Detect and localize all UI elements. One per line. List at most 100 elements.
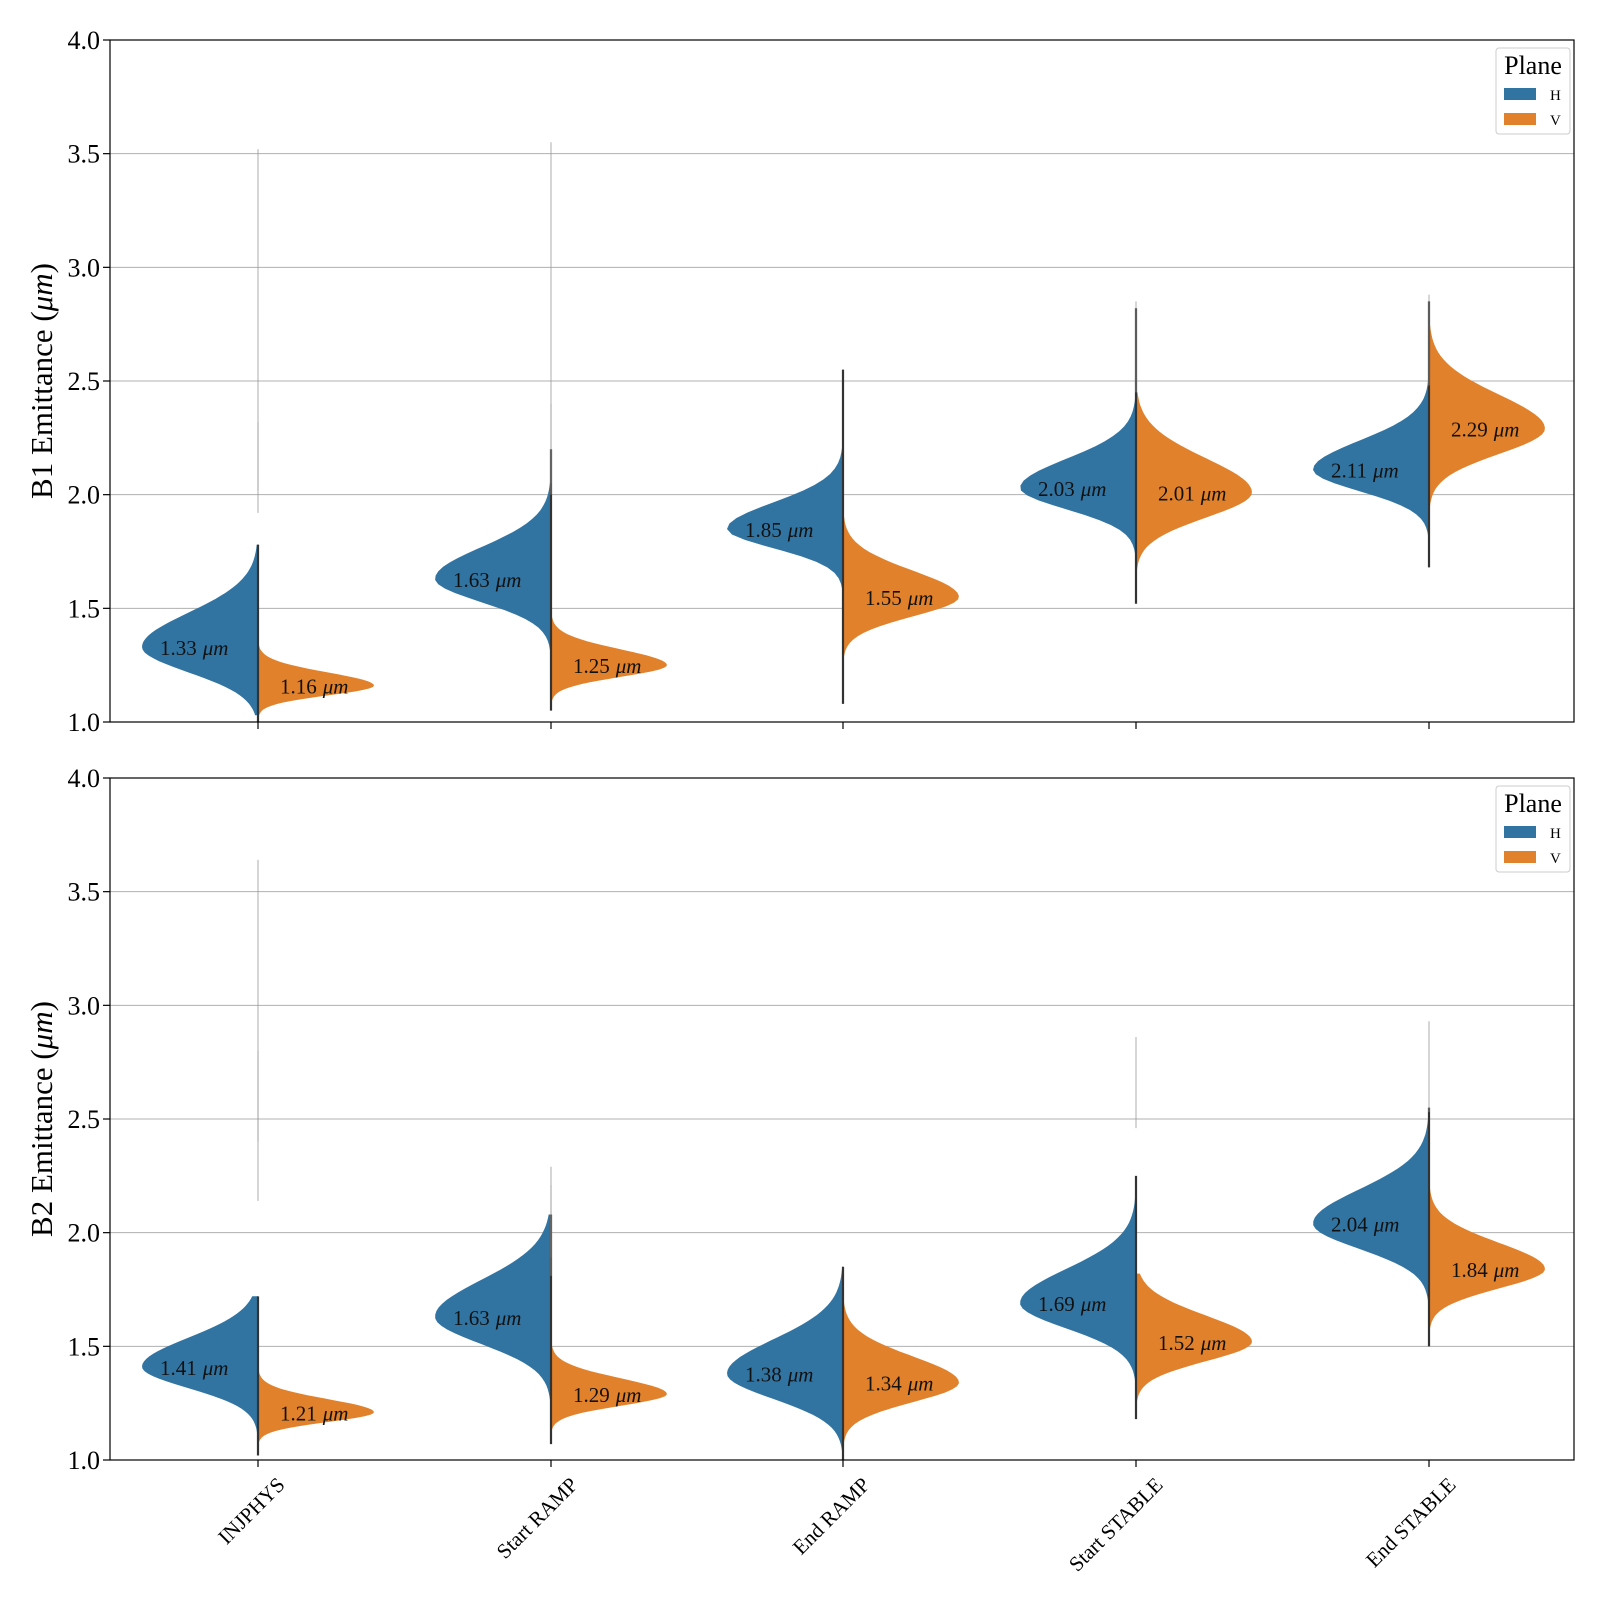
- violin-v-start-ramp: [551, 603, 667, 711]
- median-value: 1.69: [1038, 1292, 1075, 1316]
- median-unit: μm: [787, 1363, 814, 1387]
- legend-swatch-h: [1504, 88, 1536, 100]
- median-value: 1.16: [280, 675, 317, 699]
- y-tick-label: 1.0: [68, 1446, 101, 1475]
- median-value: 2.29: [1451, 418, 1488, 442]
- y-tick-label: 1.0: [68, 708, 101, 737]
- median-unit: μm: [1080, 1292, 1107, 1316]
- median-unit: μm: [1200, 1331, 1227, 1355]
- median-value: 1.25: [573, 654, 610, 678]
- legend-swatch-v: [1504, 113, 1536, 125]
- median-unit: μm: [907, 1372, 934, 1396]
- violin-v-injphys: [258, 1357, 374, 1456]
- y-tick-label: 4.0: [68, 764, 101, 793]
- violin-v-end-stable: [1429, 1182, 1545, 1347]
- axes-frame: [109, 39, 1575, 723]
- y-tick-label: 3.5: [68, 140, 101, 169]
- median-label: 2.11 μm: [1331, 459, 1399, 483]
- violin-h-start-stable: [1020, 308, 1136, 604]
- legend-swatch-v: [1504, 851, 1536, 863]
- median-unit: μm: [787, 518, 814, 542]
- y-axis-label-text: B2 Emittance (: [24, 1049, 59, 1237]
- violin-v-start-ramp: [551, 1319, 667, 1445]
- median-value: 1.55: [865, 586, 902, 610]
- y-axis-label-unit: μm: [24, 1011, 59, 1050]
- median-unit: μm: [1080, 477, 1107, 501]
- y-tick-label: 3.5: [68, 878, 101, 907]
- legend-entry-v: V: [1550, 113, 1561, 129]
- median-label: 1.16 μm: [280, 675, 348, 699]
- median-unit: μm: [322, 675, 349, 699]
- median-unit: μm: [495, 1306, 522, 1330]
- median-value: 1.33: [160, 636, 197, 660]
- median-unit: μm: [322, 1401, 349, 1425]
- median-value: 1.41: [160, 1356, 197, 1380]
- violin-h-end-ramp: [727, 1266, 843, 1460]
- y-tick-label: 4.0: [68, 26, 101, 55]
- y-tick-label: 3.0: [68, 991, 101, 1020]
- median-unit: μm: [202, 1356, 229, 1380]
- median-value: 1.29: [573, 1383, 610, 1407]
- median-label: 1.52 μm: [1158, 1331, 1226, 1355]
- legend-title: Plane: [1504, 51, 1562, 80]
- median-label: 1.63 μm: [453, 1306, 521, 1330]
- violin-v-end-stable: [1429, 308, 1545, 513]
- violin-h-start-stable: [1020, 1175, 1136, 1410]
- median-unit: μm: [615, 1383, 642, 1407]
- median-unit: μm: [1493, 1258, 1520, 1282]
- median-value: 2.04: [1331, 1213, 1368, 1237]
- median-label: 1.38 μm: [745, 1363, 813, 1387]
- median-value: 1.85: [745, 518, 782, 542]
- median-value: 1.52: [1158, 1331, 1195, 1355]
- violin-v-start-stable: [1136, 392, 1252, 591]
- median-label: 1.33 μm: [160, 636, 228, 660]
- y-axis-label: B1 Emittance (μm): [24, 263, 59, 499]
- violin-h-start-ramp: [435, 449, 551, 711]
- median-label: 1.21 μm: [280, 1401, 348, 1425]
- y-tick-label: 2.0: [68, 1219, 101, 1248]
- legend-title: Plane: [1504, 789, 1562, 818]
- y-axis-label-unit: μm: [24, 273, 59, 312]
- y-tick-label: 2.5: [68, 367, 101, 396]
- legend-entry-h: H: [1550, 826, 1561, 842]
- median-value: 1.38: [745, 1363, 782, 1387]
- median-label: 1.84 μm: [1451, 1258, 1519, 1282]
- violin-h-start-ramp: [435, 1214, 551, 1438]
- y-axis-label-close: ): [24, 263, 59, 273]
- violin-h-injphys: [142, 1296, 258, 1447]
- y-tick-label: 3.0: [68, 253, 101, 282]
- violin-h-end-stable: [1313, 301, 1429, 568]
- median-label: 1.69 μm: [1038, 1292, 1106, 1316]
- median-label: 1.55 μm: [865, 586, 933, 610]
- median-value: 1.63: [453, 1306, 490, 1330]
- median-value: 2.03: [1038, 477, 1075, 501]
- median-value: 2.01: [1158, 481, 1195, 505]
- median-unit: μm: [1493, 418, 1520, 442]
- y-axis-label-close: ): [24, 1001, 59, 1011]
- axes-frame: [109, 777, 1575, 1461]
- median-label: 1.41 μm: [160, 1356, 228, 1380]
- violin-v-injphys: [258, 637, 374, 722]
- y-tick-label: 1.5: [68, 594, 101, 623]
- violin-h-end-ramp: [727, 369, 843, 700]
- median-value: 1.34: [865, 1372, 902, 1396]
- median-unit: μm: [495, 568, 522, 592]
- median-unit: μm: [202, 636, 229, 660]
- median-label: 2.01 μm: [1158, 481, 1226, 505]
- legend-swatch-h: [1504, 826, 1536, 838]
- violin-h-injphys: [142, 544, 258, 716]
- legend-entry-v: V: [1550, 851, 1561, 867]
- median-label: 1.63 μm: [453, 568, 521, 592]
- violin-v-end-ramp: [843, 501, 959, 704]
- median-label: 1.25 μm: [573, 654, 641, 678]
- y-tick-label: 1.5: [68, 1332, 101, 1361]
- median-value: 1.84: [1451, 1258, 1488, 1282]
- median-label: 2.04 μm: [1331, 1213, 1399, 1237]
- median-label: 2.29 μm: [1451, 418, 1519, 442]
- median-unit: μm: [907, 586, 934, 610]
- y-axis-label-text: B1 Emittance (: [24, 311, 59, 499]
- median-value: 2.11: [1331, 459, 1367, 483]
- median-label: 1.34 μm: [865, 1372, 933, 1396]
- median-unit: μm: [615, 654, 642, 678]
